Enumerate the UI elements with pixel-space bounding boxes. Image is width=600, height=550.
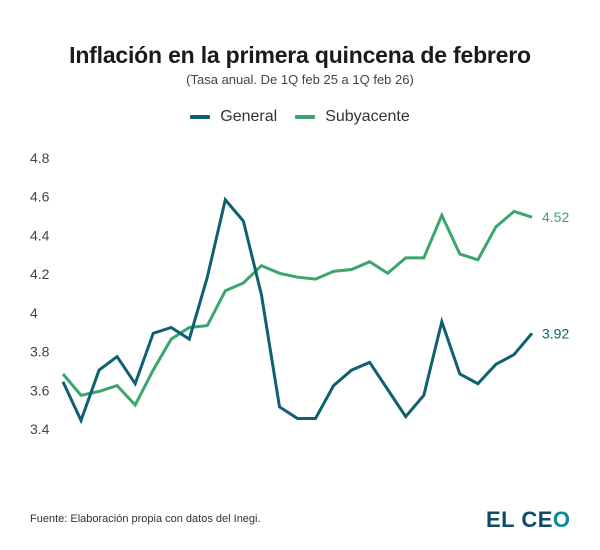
logo-text-o: O xyxy=(552,507,571,532)
data-point-subyacente[interactable] xyxy=(295,274,301,280)
data-point-general[interactable] xyxy=(529,330,535,336)
data-point-subyacente[interactable] xyxy=(222,288,228,294)
data-point-subyacente[interactable] xyxy=(457,251,463,257)
data-point-subyacente[interactable] xyxy=(349,266,355,272)
y-tick-label: 4.2 xyxy=(30,266,50,282)
data-point-general[interactable] xyxy=(295,416,301,422)
data-point-general[interactable] xyxy=(114,354,120,360)
logo-text: EL CE xyxy=(486,507,553,532)
y-tick-label: 3.8 xyxy=(30,344,50,360)
data-point-subyacente[interactable] xyxy=(168,336,174,342)
data-point-general[interactable] xyxy=(204,274,210,280)
data-point-general[interactable] xyxy=(385,386,391,392)
data-point-general[interactable] xyxy=(60,379,66,385)
data-point-subyacente[interactable] xyxy=(331,268,337,274)
y-axis: 4.8 4.6 4.4 4.2 4 3.8 3.6 3.4 xyxy=(30,150,50,437)
data-point-general[interactable] xyxy=(313,416,319,422)
data-point-subyacente[interactable] xyxy=(385,270,391,276)
data-point-general[interactable] xyxy=(186,336,192,342)
legend-label-general: General xyxy=(220,108,278,125)
legend-label-subyacente: Subyacente xyxy=(325,108,410,125)
logo: EL CEO xyxy=(486,507,571,533)
chart-title: Inflación en la primera quincena de febr… xyxy=(69,42,531,68)
legend-item-general[interactable]: General xyxy=(190,108,277,126)
y-tick-label: 4.4 xyxy=(30,227,50,243)
data-point-subyacente[interactable] xyxy=(475,257,481,263)
data-point-general[interactable] xyxy=(222,197,228,203)
data-point-general[interactable] xyxy=(349,367,355,373)
data-point-subyacente[interactable] xyxy=(96,388,102,394)
series-line-general xyxy=(61,196,534,425)
end-label-general: 3.92 xyxy=(542,325,569,341)
data-point-subyacente[interactable] xyxy=(439,212,445,218)
data-point-general[interactable] xyxy=(132,381,138,387)
data-point-subyacente[interactable] xyxy=(367,259,373,265)
data-point-general[interactable] xyxy=(367,359,373,365)
legend-item-subyacente[interactable]: Subyacente xyxy=(295,108,410,126)
y-tick-label: 3.4 xyxy=(30,421,50,437)
data-point-subyacente[interactable] xyxy=(313,276,319,282)
data-point-subyacente[interactable] xyxy=(78,392,84,398)
data-point-subyacente[interactable] xyxy=(132,402,138,408)
data-point-subyacente[interactable] xyxy=(240,280,246,286)
data-point-general[interactable] xyxy=(421,392,427,398)
data-point-subyacente[interactable] xyxy=(529,214,535,220)
data-point-subyacente[interactable] xyxy=(150,367,156,373)
data-point-general[interactable] xyxy=(168,325,174,331)
data-point-general[interactable] xyxy=(331,383,337,389)
y-tick-label: 3.6 xyxy=(30,382,50,398)
data-point-subyacente[interactable] xyxy=(403,255,409,261)
data-point-general[interactable] xyxy=(403,414,409,420)
data-point-subyacente[interactable] xyxy=(493,224,499,230)
end-labels: 3.92 4.52 xyxy=(542,209,569,341)
data-point-subyacente[interactable] xyxy=(421,255,427,261)
data-point-general[interactable] xyxy=(439,319,445,325)
chart-subtitle: (Tasa anual. De 1Q feb 25 a 1Q feb 26) xyxy=(186,72,414,87)
end-label-subyacente: 4.52 xyxy=(542,209,569,225)
data-point-subyacente[interactable] xyxy=(114,383,120,389)
data-point-general[interactable] xyxy=(493,361,499,367)
series-line-subyacente xyxy=(61,209,533,408)
data-point-general[interactable] xyxy=(475,381,481,387)
data-point-subyacente[interactable] xyxy=(60,371,66,377)
data-point-general[interactable] xyxy=(150,330,156,336)
series-lines xyxy=(60,196,535,425)
legend-swatch-general xyxy=(190,115,211,119)
y-tick-label: 4.6 xyxy=(30,189,50,205)
source-note: Fuente: Elaboración propia con datos del… xyxy=(30,513,261,525)
data-point-subyacente[interactable] xyxy=(511,208,517,214)
data-point-general[interactable] xyxy=(240,218,246,224)
data-point-subyacente[interactable] xyxy=(276,270,282,276)
data-point-subyacente[interactable] xyxy=(258,263,264,269)
data-point-general[interactable] xyxy=(96,367,102,373)
data-point-general[interactable] xyxy=(511,352,517,358)
y-tick-label: 4 xyxy=(30,305,38,321)
data-point-general[interactable] xyxy=(78,417,84,423)
data-point-general[interactable] xyxy=(258,292,264,298)
y-tick-label: 4.8 xyxy=(30,150,50,166)
data-point-general[interactable] xyxy=(276,404,282,410)
data-point-subyacente[interactable] xyxy=(204,323,210,329)
legend-swatch-subyacente xyxy=(295,115,316,119)
legend: General Subyacente xyxy=(0,108,600,126)
data-point-general[interactable] xyxy=(457,371,463,377)
